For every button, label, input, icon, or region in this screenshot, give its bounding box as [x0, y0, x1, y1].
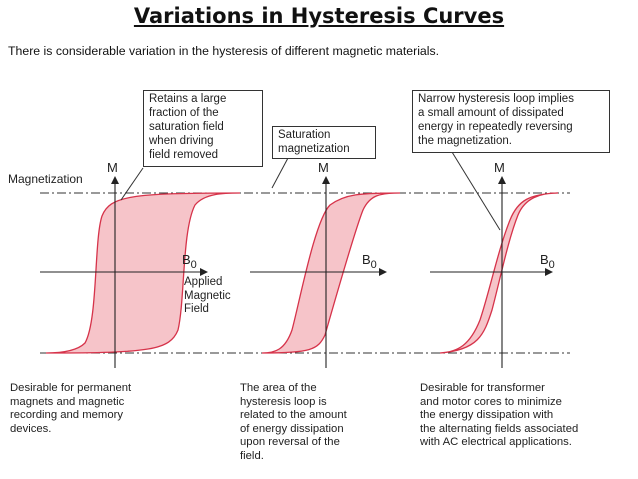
- b-subscript: 0: [370, 259, 377, 271]
- b0-label-right: B0: [540, 252, 555, 271]
- narrow-pointer: [451, 151, 501, 231]
- applied-field-label: Applied Magnetic Field: [184, 276, 231, 315]
- m-label-right: M: [494, 160, 505, 175]
- b0-label-left: B0: [182, 252, 197, 271]
- caption-loop-area: The area of the hysteresis loop is relat…: [240, 382, 347, 462]
- wide-hysteresis-loop: [45, 192, 241, 354]
- b-label: B: [362, 252, 371, 267]
- caption-permanent-magnets: Desirable for permanent magnets and magn…: [10, 382, 132, 435]
- b-label: B: [540, 252, 549, 267]
- b-axis-middle-arrow: [379, 268, 387, 276]
- retains-field-callout: Retains a large fraction of the saturati…: [143, 90, 263, 167]
- saturation-pointer: [271, 157, 289, 189]
- narrow-hysteresis-loop: [439, 192, 559, 354]
- m-axis-middle-arrow: [322, 176, 330, 184]
- m-label-left: M: [107, 160, 118, 175]
- narrow-loop-callout: Narrow hysteresis loop implies a small a…: [412, 90, 610, 153]
- b-subscript: 0: [548, 259, 555, 271]
- magnetization-label: Magnetization: [8, 172, 83, 186]
- b-axis-right-arrow: [545, 268, 553, 276]
- saturation-callout: Saturation magnetization: [272, 126, 376, 159]
- page-subtitle: There is considerable variation in the h…: [8, 44, 440, 58]
- b0-label-middle: B0: [362, 252, 377, 271]
- m-axis-right-arrow: [498, 176, 506, 184]
- m-label-middle: M: [318, 160, 329, 175]
- m-axis-left-arrow: [111, 176, 119, 184]
- caption-transformer-cores: Desirable for transformer and motor core…: [420, 382, 579, 449]
- b-subscript: 0: [190, 259, 197, 271]
- retains-pointer: [120, 167, 144, 201]
- b-axis-left-arrow: [200, 268, 208, 276]
- medium-hysteresis-loop: [261, 192, 401, 354]
- page-title: Variations in Hysteresis Curves: [133, 4, 505, 28]
- b-label: B: [182, 252, 191, 267]
